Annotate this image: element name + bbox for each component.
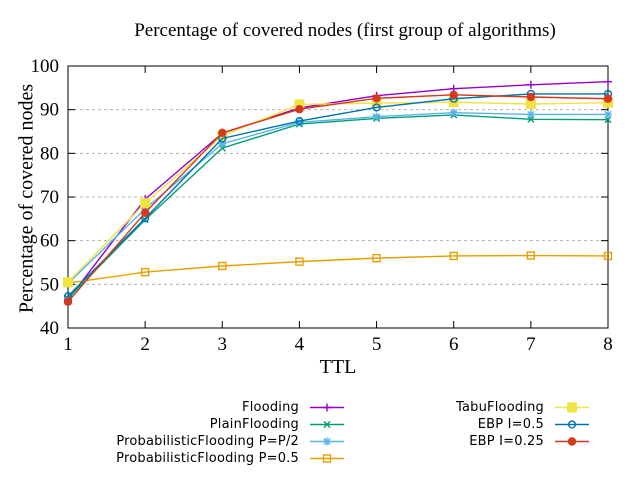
y-tick-label: 90 — [40, 100, 59, 121]
grid-lines — [68, 109, 608, 285]
x-tick-label: 7 — [526, 334, 536, 355]
series-line — [67, 112, 608, 284]
x-tick-label: 6 — [449, 334, 459, 355]
series-ebp-i-0-25 — [63, 90, 613, 306]
plus-marker-icon — [310, 403, 344, 412]
y-axis-label: Percentage of covered nodes — [15, 83, 38, 314]
legend-label: EBP I=0.5 — [477, 417, 544, 432]
series-line — [67, 254, 609, 284]
y-tick-label: 70 — [40, 187, 59, 208]
legend-item-ebp-05: EBP I=0.5 — [275, 416, 590, 433]
series-line — [67, 81, 609, 301]
chart-title: Percentage of covered nodes (first group… — [134, 20, 556, 41]
legend-item-ebp-025: EBP I=0.25 — [275, 433, 590, 450]
filled-circle-marker-icon — [555, 437, 589, 446]
x-tick-label: 4 — [295, 334, 305, 355]
legend-column-right: TabuFlooding EBP I=0.5 EBP I=0.25 — [275, 399, 590, 450]
x-tick-label: 5 — [372, 334, 382, 355]
legend-item-plainflooding: PlainFlooding — [30, 416, 345, 433]
axis-ticks: 40 50 60 70 80 90 100 1 2 3 4 5 6 7 8 — [31, 56, 613, 355]
open-circle-marker-icon — [555, 420, 589, 429]
legend-label: TabuFlooding — [456, 400, 544, 415]
legend-item-probabilisticflooding-p05: ProbabilisticFlooding P=0.5 — [30, 450, 345, 467]
series-probabilisticflooding-p-0-5 — [63, 251, 613, 288]
y-tick-label: 100 — [31, 56, 60, 77]
x-axis-label: TTL — [319, 356, 357, 378]
y-tick-label: 80 — [40, 143, 59, 164]
legend-item-tabuflooding: TabuFlooding — [275, 399, 590, 416]
x-tick-label: 1 — [63, 334, 73, 355]
cross-marker-icon — [310, 420, 344, 429]
legend-label: EBP I=0.25 — [469, 434, 544, 449]
x-tick-label: 2 — [140, 334, 150, 355]
legend-item-flooding: Flooding — [30, 399, 345, 416]
legend-label: ProbabilisticFlooding P=P/2 — [116, 434, 299, 449]
legend-column-left: Flooding PlainFlooding ProbabilisticFloo… — [30, 399, 345, 467]
y-tick-label: 50 — [40, 274, 59, 295]
series-flooding — [64, 77, 612, 304]
series-line — [67, 114, 609, 299]
y-tick-label: 40 — [40, 318, 59, 339]
x-tick-label: 3 — [218, 334, 228, 355]
legend-label: ProbabilisticFlooding P=0.5 — [116, 451, 299, 466]
legend-item-probabilisticflooding-pp2: ProbabilisticFlooding P=P/2 — [30, 433, 345, 450]
legend-label: Flooding — [242, 400, 299, 415]
legend-label: PlainFlooding — [209, 417, 299, 432]
star-marker-icon — [310, 437, 344, 446]
series-line — [67, 94, 609, 303]
x-tick-label: 8 — [603, 334, 613, 355]
open-square-marker-icon — [310, 454, 344, 463]
filled-square-marker-icon — [555, 402, 589, 413]
series-line — [67, 93, 608, 297]
y-tick-label: 60 — [40, 231, 59, 252]
